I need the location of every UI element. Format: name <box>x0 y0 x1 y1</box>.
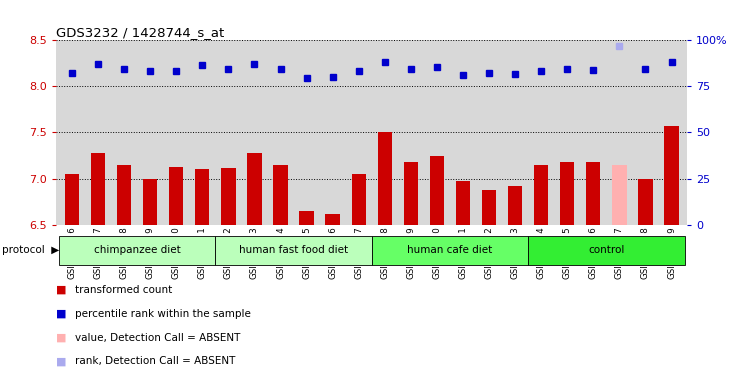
Bar <box>528 236 685 265</box>
Bar <box>534 165 548 225</box>
Bar <box>216 236 372 265</box>
Bar <box>65 174 79 225</box>
Bar <box>117 165 131 225</box>
Text: transformed count: transformed count <box>75 285 172 295</box>
Bar <box>372 236 528 265</box>
Bar <box>273 165 288 225</box>
Text: human cafe diet: human cafe diet <box>407 245 493 255</box>
Bar <box>222 167 236 225</box>
Text: ■: ■ <box>56 356 67 366</box>
Bar <box>143 179 158 225</box>
Text: control: control <box>588 245 625 255</box>
Bar <box>169 167 183 225</box>
Bar <box>560 162 575 225</box>
Text: rank, Detection Call = ABSENT: rank, Detection Call = ABSENT <box>75 356 236 366</box>
Bar <box>638 179 653 225</box>
Bar <box>195 169 210 225</box>
Bar <box>586 162 601 225</box>
Text: value, Detection Call = ABSENT: value, Detection Call = ABSENT <box>75 333 240 343</box>
Bar <box>247 153 261 225</box>
Bar <box>665 126 679 225</box>
Text: percentile rank within the sample: percentile rank within the sample <box>75 309 251 319</box>
Text: chimpanzee diet: chimpanzee diet <box>94 245 180 255</box>
Bar <box>508 186 522 225</box>
Text: protocol  ▶: protocol ▶ <box>2 245 59 255</box>
Bar <box>91 153 105 225</box>
Bar <box>430 156 444 225</box>
Text: ■: ■ <box>56 285 67 295</box>
Bar <box>351 174 366 225</box>
Bar <box>456 181 470 225</box>
Bar <box>300 211 314 225</box>
Bar <box>378 132 392 225</box>
Text: ■: ■ <box>56 333 67 343</box>
Text: ■: ■ <box>56 309 67 319</box>
Bar <box>612 165 626 225</box>
Text: GDS3232 / 1428744_s_at: GDS3232 / 1428744_s_at <box>56 26 225 39</box>
Text: human fast food diet: human fast food diet <box>239 245 348 255</box>
Bar <box>59 236 216 265</box>
Bar <box>325 214 339 225</box>
Bar <box>482 190 496 225</box>
Bar <box>404 162 418 225</box>
